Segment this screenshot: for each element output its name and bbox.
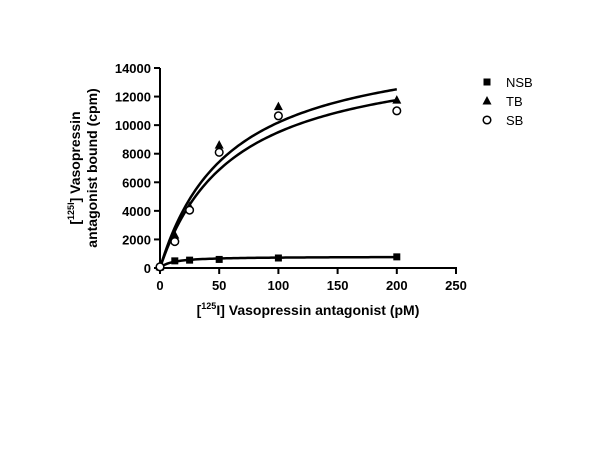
x-tick-label: 200	[386, 278, 408, 293]
legend-marker-tb	[482, 96, 492, 105]
x-ticks: 0 50 100 150 200 250	[156, 268, 467, 293]
x-tick-label: 250	[445, 278, 467, 293]
x-tick-label: 150	[327, 278, 349, 293]
y-tick-label: 4000	[122, 204, 151, 219]
x-tick-label: 50	[212, 278, 226, 293]
legend-label-tb: TB	[506, 94, 523, 109]
data-point-sb	[155, 262, 165, 272]
data-point-tb	[392, 95, 402, 104]
legend-marker-sb	[482, 115, 492, 125]
data-point-sb	[214, 147, 224, 157]
fit-curve-tb	[158, 88, 398, 269]
data-point-sb	[392, 106, 402, 116]
data-point-sb	[185, 205, 195, 215]
data-point-tb	[214, 140, 224, 149]
svg-text:[125I] Vasopressin: [125I] Vasopressin	[66, 111, 83, 224]
data-point-nsb	[393, 253, 401, 261]
legend: NSB TB SB	[482, 75, 533, 128]
y-tick-label: 14000	[115, 61, 151, 76]
data-point-nsb	[186, 256, 194, 264]
data-point-nsb	[274, 254, 282, 262]
y-tick-label: 8000	[122, 147, 151, 162]
data-point-nsb	[171, 257, 179, 265]
legend-marker-nsb	[483, 78, 491, 86]
data-point-tb	[273, 101, 283, 111]
data-point-nsb	[215, 255, 223, 263]
data-point-tb	[170, 230, 180, 239]
legend-label-nsb: NSB	[506, 75, 533, 90]
y-tick-label: 0	[144, 261, 151, 276]
y-tick-label: 12000	[115, 90, 151, 105]
data-point-sb	[273, 111, 283, 121]
svg-text:antagonist bound (cpm): antagonist bound (cpm)	[84, 88, 100, 247]
y-ticks: 0 2000 4000 6000 8000 10000 12000 14000	[115, 61, 160, 276]
y-tick-label: 2000	[122, 232, 151, 247]
y-tick-label: 6000	[122, 175, 151, 190]
axes	[159, 68, 457, 269]
data-points	[155, 95, 402, 272]
fit-curve-sb	[158, 98, 398, 269]
x-tick-label: 0	[156, 278, 163, 293]
legend-label-sb: SB	[506, 113, 523, 128]
x-tick-label: 100	[268, 278, 290, 293]
x-axis-title: [125I] Vasopressin antagonist (pM)	[197, 301, 420, 318]
y-axis-title: [125I] Vasopressin antagonist bound (cpm…	[66, 88, 100, 247]
y-tick-label: 10000	[115, 118, 151, 133]
data-point-sb	[170, 237, 180, 247]
